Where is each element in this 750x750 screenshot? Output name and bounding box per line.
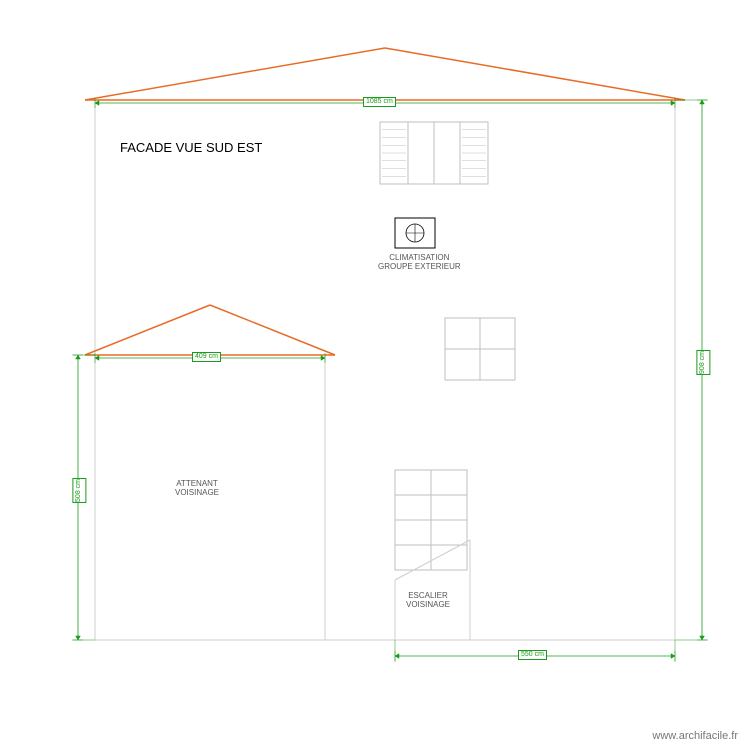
dim-top-annex: 409 cm	[192, 352, 221, 362]
drawing-title: FACADE VUE SUD EST	[120, 140, 262, 155]
dim-left-annex: 508 cm	[72, 478, 86, 503]
dim-right-main: 908 cm	[696, 350, 710, 375]
watermark: www.archifacile.fr	[652, 730, 738, 742]
clim-label: CLIMATISATIONGROUPE EXTERIEUR	[378, 254, 461, 272]
annex-label: ATTENANTVOISINAGE	[175, 480, 219, 498]
stair-label: ESCALIERVOISINAGE	[406, 592, 450, 610]
facade-drawing	[0, 0, 750, 750]
dim-top-main: 1085 cm	[363, 97, 396, 107]
dim-bottom: 550 cm	[518, 650, 547, 660]
